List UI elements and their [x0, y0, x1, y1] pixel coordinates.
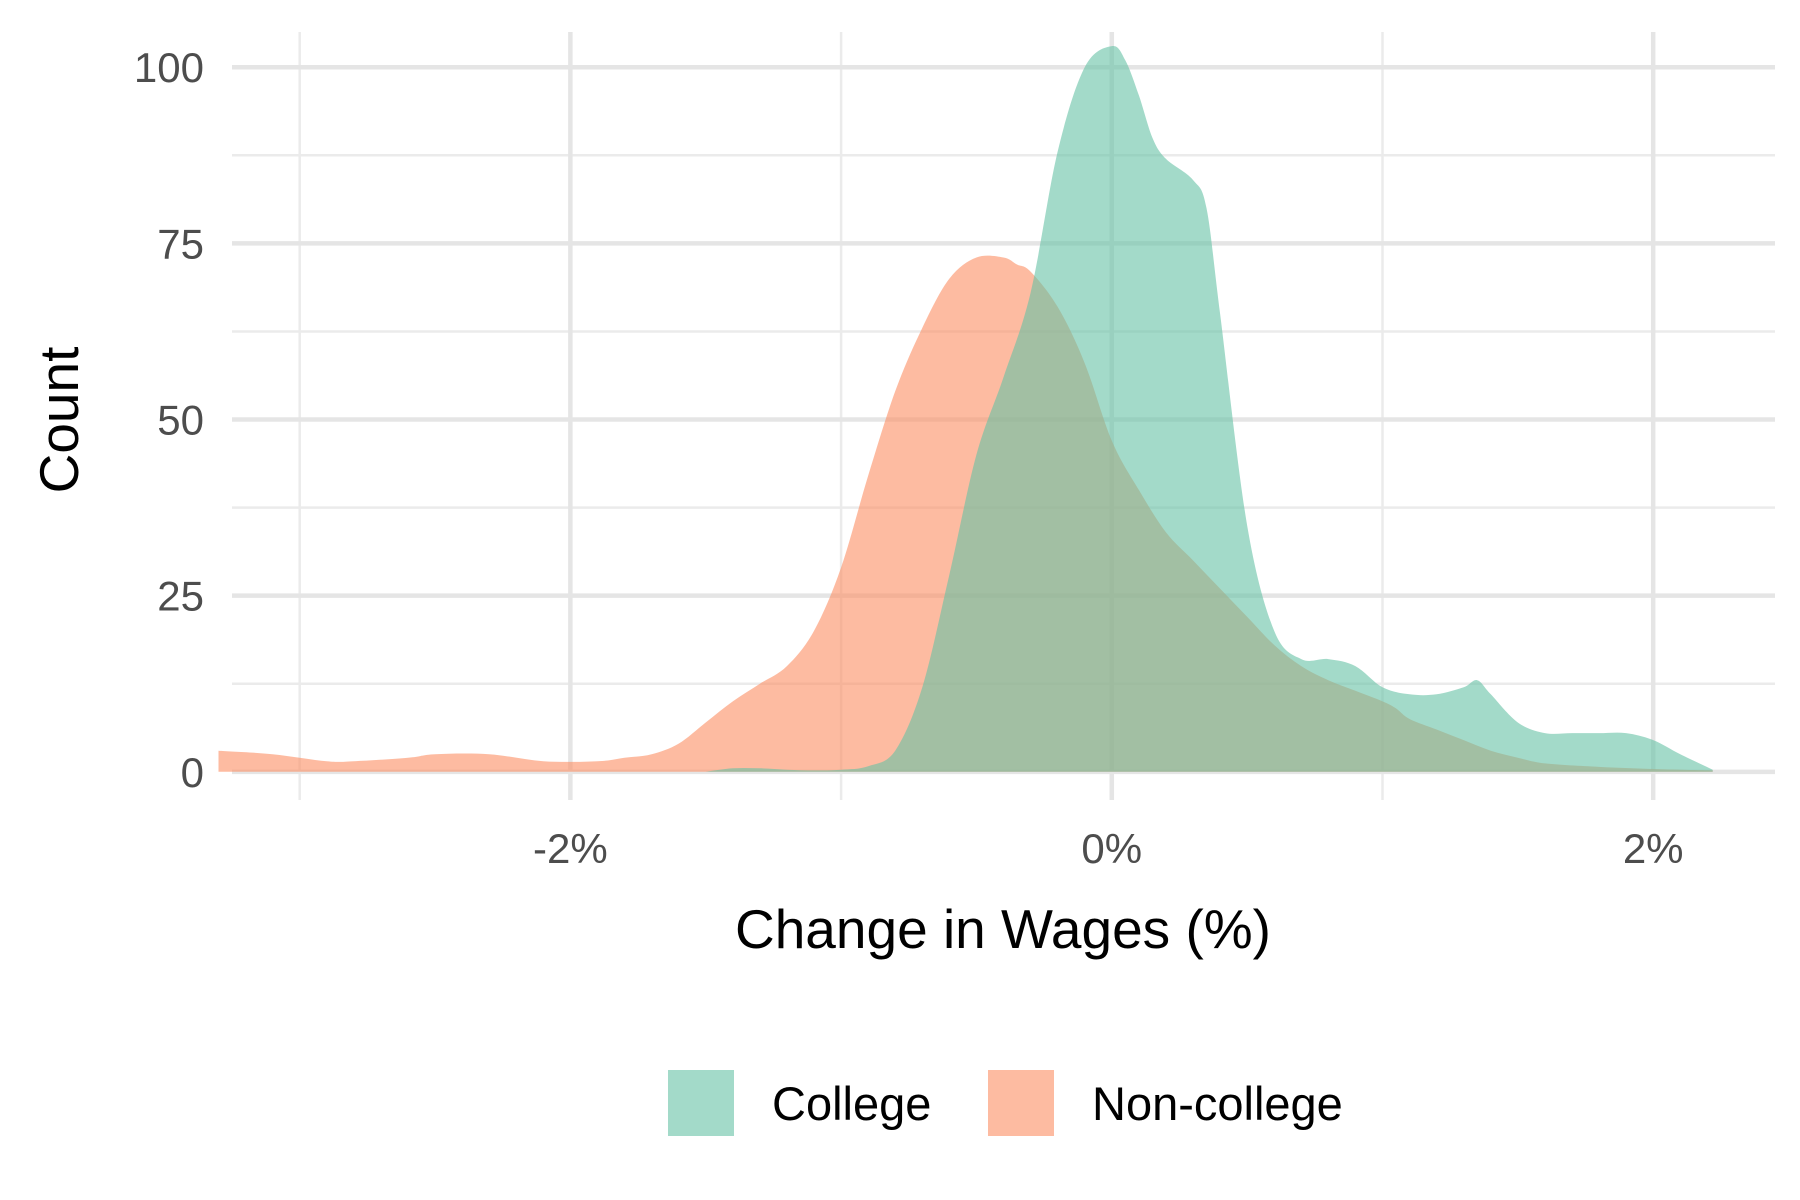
tick-labels: 0 25 50 75 100 -2% 0% 2%: [134, 44, 1684, 872]
density-areas: [218, 45, 1713, 772]
legend-key-non-college: [988, 1070, 1054, 1136]
legend-label-non-college: Non-college: [1092, 1077, 1343, 1130]
legend-item-non-college: Non-college: [988, 1070, 1343, 1136]
y-tick-label: 50: [157, 397, 204, 444]
college-density-area: [705, 45, 1713, 772]
x-axis-title: Change in Wages (%): [735, 898, 1271, 960]
legend-item-college: College: [668, 1070, 931, 1136]
y-tick-label: 100: [134, 44, 204, 91]
x-tick-label: 0%: [1081, 825, 1142, 872]
y-tick-label: 0: [181, 749, 204, 796]
legend: College Non-college: [668, 1070, 1343, 1136]
y-axis-title: Count: [28, 347, 90, 494]
y-tick-label: 25: [157, 573, 204, 620]
legend-key-college: [668, 1070, 734, 1136]
x-tick-label: 2%: [1623, 825, 1684, 872]
x-tick-label: -2%: [533, 825, 608, 872]
legend-label-college: College: [772, 1077, 931, 1130]
y-tick-label: 75: [157, 220, 204, 267]
